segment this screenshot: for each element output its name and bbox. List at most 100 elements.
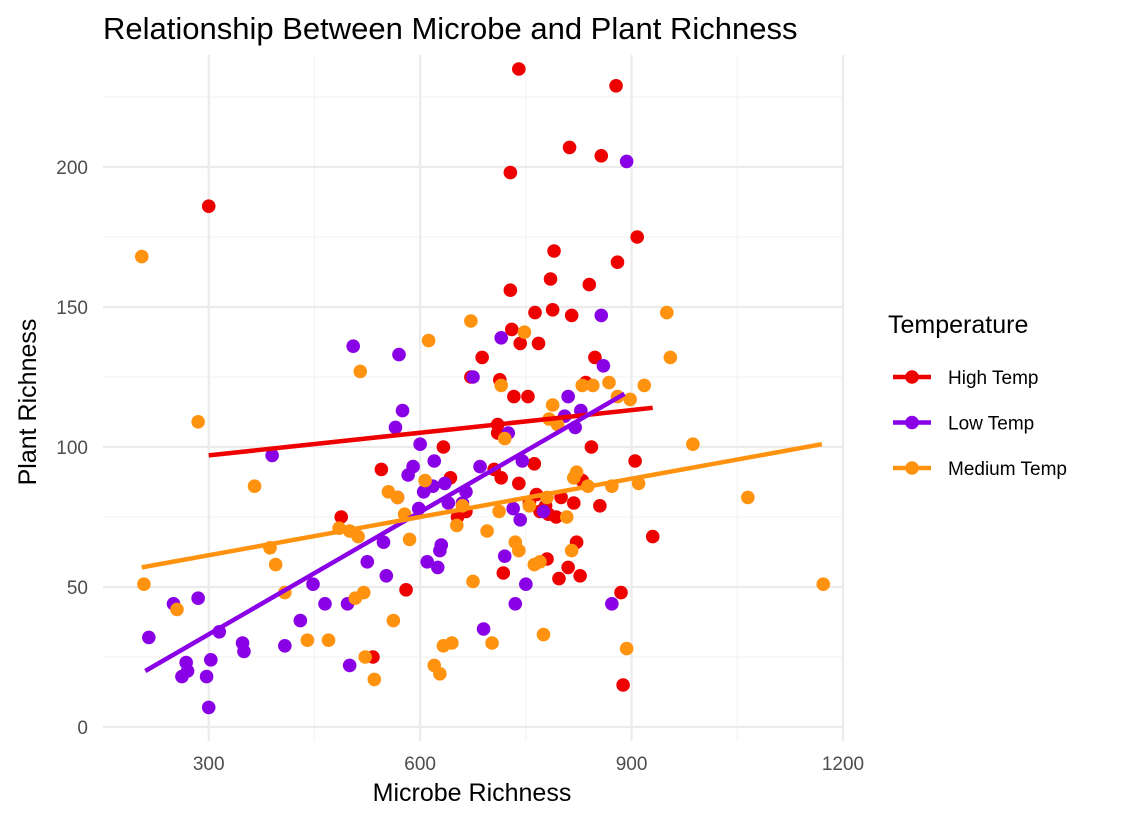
legend-label: High Temp	[948, 368, 1038, 389]
data-point	[402, 532, 417, 547]
legend-point	[905, 415, 919, 430]
data-point	[528, 305, 542, 320]
data-point	[519, 577, 533, 591]
y-axis-ticks: 0 50 100 150 200	[56, 158, 88, 739]
data-point	[191, 415, 205, 429]
legend: Temperature High Temp Low Temp Medium Temp	[888, 311, 1067, 480]
data-point	[630, 230, 645, 244]
data-point	[201, 700, 216, 715]
data-point	[356, 585, 371, 600]
data-point	[531, 336, 546, 351]
data-point	[204, 653, 218, 667]
legend-title: Temperature	[888, 311, 1028, 339]
legend-key	[893, 370, 931, 384]
data-point	[614, 585, 628, 600]
data-point	[379, 569, 394, 583]
data-point	[494, 378, 508, 393]
data-point	[663, 350, 678, 365]
data-point	[191, 591, 205, 605]
data-point	[433, 667, 447, 681]
data-point	[390, 490, 405, 505]
data-point	[475, 350, 489, 365]
data-point	[573, 569, 587, 583]
data-point	[480, 524, 494, 538]
data-point	[616, 678, 630, 692]
data-point	[321, 633, 336, 647]
data-point	[473, 459, 487, 474]
data-point	[334, 510, 349, 524]
data-point	[406, 459, 420, 474]
data-point	[521, 389, 535, 404]
data-point	[513, 336, 528, 351]
data-point	[569, 465, 584, 480]
data-point	[586, 378, 600, 393]
data-point	[594, 308, 609, 323]
data-point	[180, 664, 195, 678]
data-point	[602, 375, 616, 390]
data-point	[564, 543, 579, 558]
legend-label: Medium Temp	[948, 459, 1067, 480]
data-point	[512, 62, 526, 76]
data-point	[351, 529, 365, 544]
data-point	[392, 347, 406, 362]
data-point	[536, 627, 551, 642]
data-point	[741, 490, 755, 505]
data-point	[376, 535, 391, 549]
legend-key	[893, 461, 931, 475]
data-point	[522, 499, 537, 513]
data-point	[306, 577, 320, 591]
y-tick-label: 50	[67, 578, 88, 599]
data-point	[552, 571, 566, 586]
data-point	[619, 154, 634, 169]
data-point	[623, 392, 637, 407]
data-point	[562, 140, 577, 155]
data-point	[386, 613, 401, 628]
data-point	[660, 305, 674, 320]
data-point	[637, 378, 652, 393]
data-point	[134, 249, 149, 264]
x-tick-label: 1200	[822, 754, 864, 775]
data-point	[388, 420, 403, 435]
data-point	[142, 630, 156, 645]
legend-point	[905, 370, 919, 384]
data-point	[545, 398, 560, 412]
data-point	[497, 549, 512, 563]
data-point	[413, 437, 427, 452]
data-point	[464, 314, 478, 328]
data-point	[237, 644, 251, 659]
data-point	[561, 389, 575, 404]
data-point	[593, 499, 607, 513]
data-point	[609, 79, 623, 93]
data-point	[293, 613, 308, 628]
data-point	[536, 504, 551, 519]
data-point	[278, 639, 292, 653]
data-point	[503, 283, 518, 298]
data-point	[418, 473, 432, 488]
data-point	[496, 566, 511, 580]
plot-grid	[103, 55, 845, 741]
data-point	[816, 577, 831, 591]
data-point	[466, 370, 480, 384]
data-point	[427, 454, 442, 468]
series-layer	[134, 62, 831, 715]
data-point	[508, 597, 523, 611]
data-point	[575, 378, 590, 393]
data-point	[265, 448, 279, 463]
legend-point	[905, 461, 919, 475]
y-tick-label: 150	[56, 298, 88, 319]
data-point	[610, 255, 625, 269]
data-point	[360, 555, 375, 569]
series-points	[142, 154, 634, 715]
data-point	[449, 518, 464, 533]
y-tick-label: 200	[56, 158, 88, 179]
data-point	[346, 339, 360, 354]
data-point	[564, 308, 579, 323]
x-axis-ticks: 300 600 900 1200	[193, 754, 864, 775]
data-point	[628, 454, 642, 468]
data-point	[582, 277, 597, 292]
data-point	[436, 440, 451, 454]
data-point	[506, 501, 520, 516]
data-point	[527, 457, 542, 471]
data-point	[596, 359, 611, 373]
data-point	[619, 641, 634, 656]
